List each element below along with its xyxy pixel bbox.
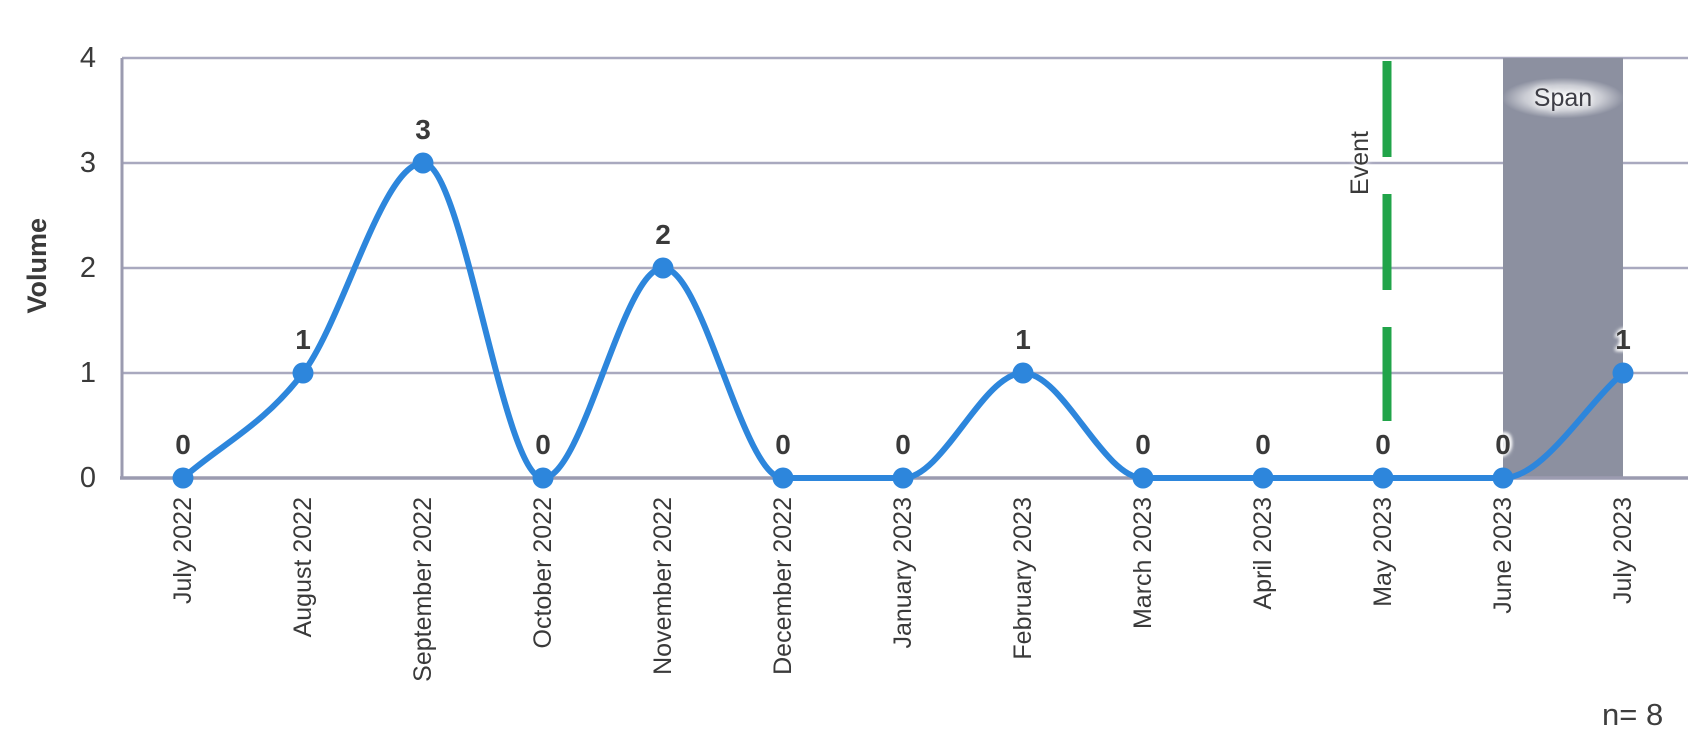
x-tick-label: December 2022 bbox=[769, 497, 797, 675]
data-point-marker bbox=[412, 152, 434, 174]
x-tick-label: April 2023 bbox=[1249, 497, 1277, 610]
data-label: 0 bbox=[775, 429, 791, 460]
data-label: 0 bbox=[1375, 429, 1391, 460]
data-point-marker bbox=[1252, 467, 1274, 489]
y-tick-label: 0 bbox=[79, 462, 96, 494]
sample-size-note: n= 8 bbox=[1602, 697, 1664, 732]
x-tick-label: January 2023 bbox=[889, 497, 917, 649]
x-tick-label: October 2022 bbox=[529, 497, 557, 649]
span-band bbox=[1503, 58, 1623, 478]
data-label: 3 bbox=[415, 114, 431, 145]
data-label: 1 bbox=[1015, 324, 1031, 355]
data-label: 0 bbox=[1495, 429, 1511, 460]
x-tick-label: June 2023 bbox=[1489, 497, 1517, 614]
data-label: 2 bbox=[655, 219, 671, 250]
data-point-marker bbox=[772, 467, 794, 489]
data-point-marker bbox=[1012, 362, 1034, 384]
data-label: 0 bbox=[895, 429, 911, 460]
data-point-marker bbox=[892, 467, 914, 489]
data-label: 0 bbox=[535, 429, 551, 460]
y-tick-label: 3 bbox=[79, 147, 96, 179]
event-line-label: Event bbox=[1346, 131, 1374, 195]
x-tick-label: March 2023 bbox=[1129, 497, 1157, 630]
x-tick-label: May 2023 bbox=[1369, 497, 1397, 607]
data-point-marker bbox=[292, 362, 314, 384]
data-point-marker bbox=[172, 467, 194, 489]
data-label: 1 bbox=[1615, 324, 1631, 355]
data-label: 1 bbox=[295, 324, 311, 355]
x-tick-label: November 2022 bbox=[649, 497, 677, 675]
y-tick-label: 4 bbox=[79, 42, 96, 74]
y-tick-label: 1 bbox=[79, 357, 96, 389]
x-tick-label: July 2022 bbox=[169, 497, 197, 605]
x-tick-label: September 2022 bbox=[409, 497, 437, 682]
data-point-marker bbox=[532, 467, 554, 489]
data-label: 0 bbox=[1255, 429, 1271, 460]
data-point-marker bbox=[1612, 362, 1634, 384]
span-band-label: Span bbox=[1503, 78, 1623, 118]
x-tick-label: August 2022 bbox=[289, 497, 317, 638]
data-point-marker bbox=[1492, 467, 1514, 489]
y-tick-label: 2 bbox=[79, 252, 96, 284]
data-point-marker bbox=[652, 257, 674, 279]
x-tick-label: February 2023 bbox=[1009, 497, 1037, 660]
data-label: 0 bbox=[175, 429, 191, 460]
data-label: 0 bbox=[1135, 429, 1151, 460]
data-point-marker bbox=[1132, 467, 1154, 489]
data-point-marker bbox=[1372, 467, 1394, 489]
x-tick-label: July 2023 bbox=[1609, 497, 1637, 605]
